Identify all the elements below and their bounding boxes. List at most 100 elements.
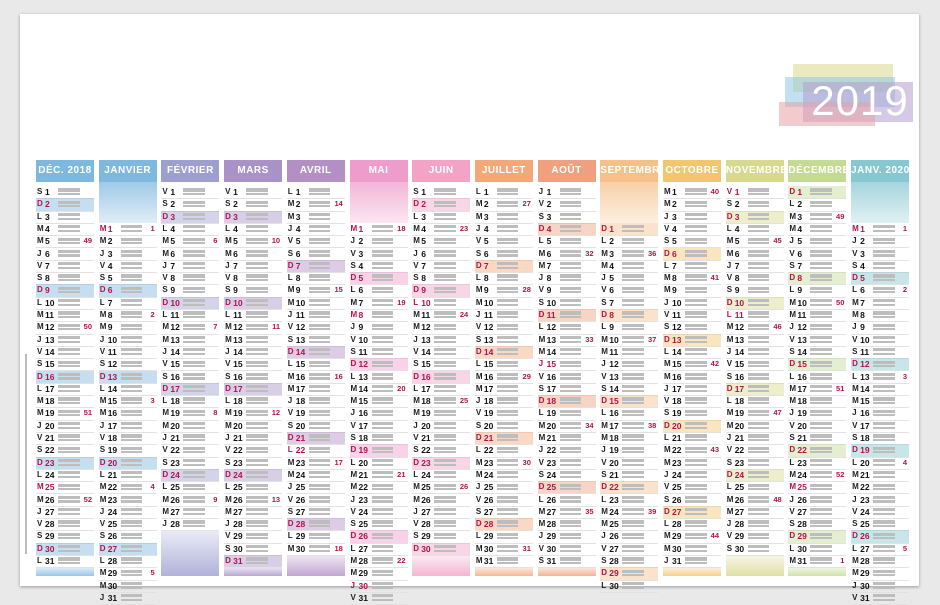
day-number: 2	[358, 236, 364, 247]
day-row: V 15	[725, 358, 784, 372]
weekday-letter: M	[287, 383, 295, 393]
month-column: JUILLET L 1 M 2 27 M 3 J 4 V 5 S 6 D 7 L 8 M 9 28 M 10 J 11 V 12 S 1…	[474, 160, 533, 576]
weekday-letter: M	[287, 211, 295, 221]
weekday-letter: M	[538, 519, 546, 529]
day-row: D 10	[725, 296, 784, 310]
saint-name-placeholder	[58, 458, 82, 466]
day-number: 6	[483, 248, 489, 259]
weekday-letter: M	[287, 199, 295, 209]
day-row: M 27 35	[537, 506, 596, 520]
saint-name-placeholder	[371, 445, 396, 454]
saint-name-placeholder	[747, 507, 772, 515]
weekday-letter: L	[413, 383, 419, 393]
day-number: 2	[233, 199, 238, 210]
week-number: 9	[213, 494, 218, 504]
day-row: J 14	[725, 346, 784, 360]
day-row: M 5 45	[725, 235, 784, 249]
day-number: 30	[734, 543, 745, 554]
month-header: SEPTEMBRE	[600, 160, 659, 182]
day-row: V 13	[600, 371, 659, 384]
day-number: 18	[734, 396, 745, 407]
weekday-letter: M	[664, 543, 671, 553]
month-column: DÉCEMBRE D 1 L 2 M 3 49 M 4 J 5 V 6 S 7 D 8 L 9 M 10 50 M 11 J 12 V…	[788, 160, 847, 576]
day-number: 23	[609, 494, 619, 505]
saint-name-placeholder	[496, 544, 521, 552]
saint-name-placeholder	[496, 322, 521, 331]
saint-name-placeholder	[183, 187, 207, 195]
weekday-letter: J	[37, 420, 42, 430]
day-number: 22	[860, 482, 870, 493]
day-number: 22	[483, 445, 494, 456]
weekday-letter: M	[37, 396, 44, 406]
weekday-letter: L	[413, 469, 419, 479]
day-number: 23	[358, 494, 368, 505]
day-row: M 11 24	[412, 309, 471, 323]
saint-name-placeholder	[622, 568, 646, 577]
week-number: 34	[585, 420, 594, 430]
saint-name-placeholder	[810, 544, 834, 552]
day-number: 8	[358, 310, 364, 320]
weekday-letter: M	[350, 469, 358, 479]
weekday-letter: J	[350, 494, 355, 504]
weekday-letter: J	[99, 592, 105, 602]
day-row: S 22	[412, 444, 471, 458]
weekday-letter: L	[789, 285, 795, 295]
saint-name-placeholder	[873, 236, 897, 245]
day-number: 14	[609, 383, 619, 394]
day-number: 31	[45, 556, 55, 566]
weekday-letter: M	[162, 248, 170, 258]
weekday-letter: L	[287, 445, 293, 455]
saint-name-placeholder	[371, 261, 396, 269]
month-fill	[36, 567, 94, 576]
saint-name-placeholder	[246, 310, 270, 318]
day-row: M 25	[600, 518, 659, 532]
day-number: 17	[170, 383, 180, 394]
day-number: 7	[797, 260, 803, 271]
weekday-letter: S	[225, 199, 231, 209]
saint-name-placeholder	[120, 359, 145, 368]
saint-name-placeholder	[434, 470, 458, 478]
saint-name-placeholder	[58, 519, 82, 528]
day-row: M 15 3	[98, 395, 157, 409]
day-row: L 14	[98, 383, 157, 397]
weekday-letter: M	[475, 297, 483, 307]
weekday-letter: S	[852, 260, 858, 270]
saint-name-placeholder	[371, 372, 396, 380]
day-number: 10	[797, 297, 807, 308]
weekday-letter: M	[601, 420, 608, 430]
day-row: S 29	[36, 530, 94, 544]
day-number: 4	[546, 223, 552, 234]
day-number: 21	[233, 433, 243, 443]
day-row: V 22	[224, 444, 283, 458]
day-row: L 21	[663, 432, 721, 446]
month-header: FÉVRIER	[161, 160, 220, 182]
saint-name-placeholder	[747, 433, 772, 441]
saint-name-placeholder	[434, 322, 458, 331]
day-row: D 17	[725, 382, 784, 397]
month-header: JUILLET	[474, 160, 533, 182]
saint-name-placeholder	[747, 298, 772, 306]
day-number: 27	[295, 506, 306, 517]
saint-name-placeholder	[371, 531, 396, 540]
weekday-letter: D	[601, 223, 608, 233]
day-number: 10	[107, 334, 118, 345]
saint-name-placeholder	[622, 482, 646, 491]
weekday-letter: M	[538, 420, 546, 430]
day-row: S 14	[788, 346, 847, 360]
saint-name-placeholder	[183, 249, 207, 257]
weekday-letter: D	[37, 543, 43, 553]
day-row: S 23	[224, 457, 283, 470]
weekday-letter: J	[99, 334, 105, 344]
saint-name-placeholder	[685, 322, 709, 331]
saint-name-placeholder	[246, 224, 270, 232]
day-row: M 20	[224, 420, 283, 433]
